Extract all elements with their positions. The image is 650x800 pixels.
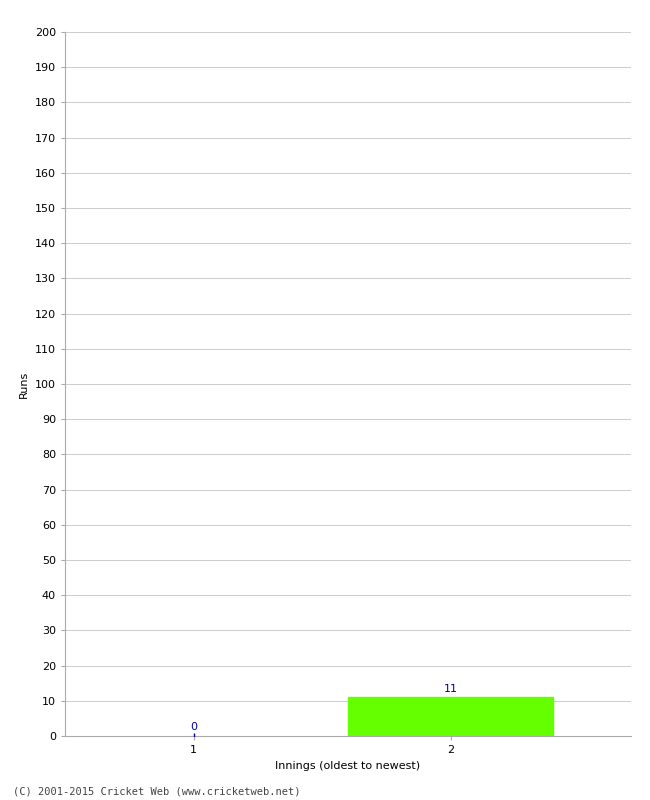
X-axis label: Innings (oldest to newest): Innings (oldest to newest): [275, 761, 421, 770]
Text: 11: 11: [443, 685, 458, 694]
Text: (C) 2001-2015 Cricket Web (www.cricketweb.net): (C) 2001-2015 Cricket Web (www.cricketwe…: [13, 786, 300, 796]
Text: 0: 0: [190, 722, 197, 733]
Y-axis label: Runs: Runs: [20, 370, 29, 398]
Bar: [348, 698, 553, 736]
